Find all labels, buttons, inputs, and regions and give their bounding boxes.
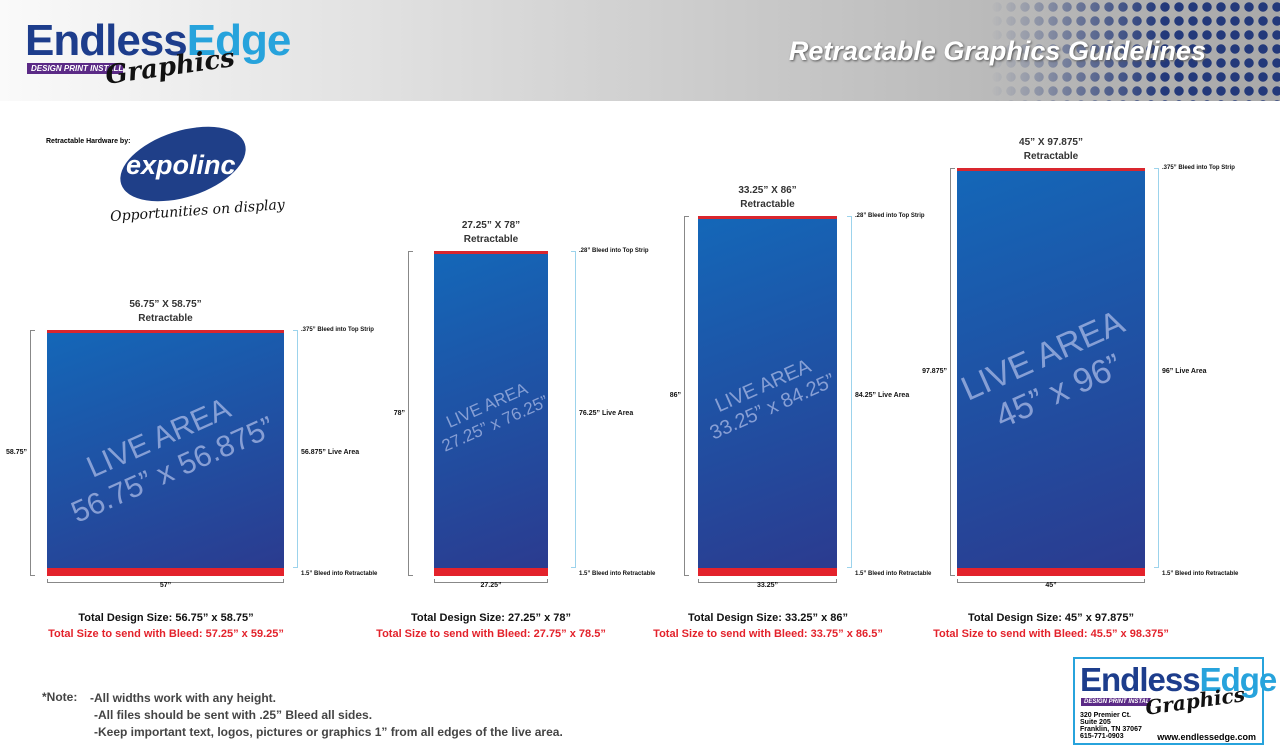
bleed-size: Total Size to send with Bleed: 33.75” x … <box>653 628 883 640</box>
bottom-note: 1.5” Bleed into Retractable <box>301 571 378 577</box>
address-line: 320 Premier Ct. <box>1080 712 1131 719</box>
panel-size: 27.25” X 78” <box>461 220 521 231</box>
logo-word: Endless <box>1080 661 1201 698</box>
note-line: -All files should be sent with .25” Blee… <box>94 708 373 722</box>
logo: EndlessEdge <box>25 16 292 66</box>
address-line: Suite 205 <box>1080 719 1111 726</box>
logo-word: Edge <box>186 16 292 65</box>
live-height: 84.25” Live Area <box>855 392 910 399</box>
dim-line <box>847 216 852 568</box>
height-label: 58.75” <box>5 449 27 456</box>
bleed-size: Total Size to send with Bleed: 27.75” x … <box>376 628 606 640</box>
panel-graphic <box>47 330 284 576</box>
dim-line <box>293 330 298 568</box>
height-label: 78” <box>393 409 405 417</box>
height-label: 97.875” <box>922 368 947 375</box>
design-size: Total Design Size: 27.25” x 78” <box>411 612 571 624</box>
live-height: 96” Live Area <box>1162 368 1207 375</box>
panel-kind: Retractable <box>138 313 193 324</box>
panel-graphic <box>957 168 1145 576</box>
logo-word: Edge <box>1199 661 1278 698</box>
logo-tagline: DESIGN PRINT INSTALL <box>1081 698 1153 706</box>
design-size: Total Design Size: 45” x 97.875” <box>967 612 1135 624</box>
width-label: 45” <box>1045 582 1057 589</box>
panel-kind: Retractable <box>463 234 519 245</box>
logo-word: Endless <box>25 16 188 65</box>
live-height: 76.25” Live Area <box>579 409 634 417</box>
panel-kind: Retractable <box>740 199 795 210</box>
top-note: .375” Bleed into Top Strip <box>1162 165 1235 171</box>
panel-size: 56.75” X 58.75” <box>129 299 202 310</box>
design-size: Total Design Size: 56.75” x 58.75” <box>78 612 254 624</box>
bottom-note: 1.5” Bleed into Retractable <box>855 571 932 577</box>
bleed-size: Total Size to send with Bleed: 57.25” x … <box>48 628 284 640</box>
design-size: Total Design Size: 33.25” x 86” <box>688 612 848 624</box>
height-label: 86” <box>669 392 681 399</box>
url: www.endlessedge.com <box>1157 732 1256 742</box>
width-label: 57” <box>159 582 172 589</box>
footer-logo-box: EndlessEdge DESIGN PRINT INSTALL Graphic… <box>1073 657 1277 745</box>
top-note: .375” Bleed into Top Strip <box>301 327 374 333</box>
address-line: 615-771-0903 <box>1080 733 1124 740</box>
logo-tagline: DESIGN PRINT INSTALL <box>27 63 123 74</box>
top-note: .28” Bleed into Top Strip <box>579 248 649 254</box>
top-note: .28” Bleed into Top Strip <box>855 213 925 219</box>
bleed-size: Total Size to send with Bleed: 45.5” x 9… <box>933 628 1169 640</box>
dim-line <box>47 579 284 583</box>
note-lines: -All widths work with any height. -All f… <box>90 690 563 741</box>
note-line: -Keep important text, logos, pictures or… <box>94 725 563 739</box>
dim-line <box>698 579 837 583</box>
dot-pattern <box>990 0 1280 101</box>
page-title: Retractable Graphics Guidelines <box>788 36 1206 66</box>
brand-name: expolinc <box>126 150 236 180</box>
bottom-note: 1.5” Bleed into Retractable <box>579 571 656 577</box>
note-label: *Note: <box>42 690 78 704</box>
dim-line <box>957 579 1145 583</box>
dim-line <box>1154 168 1159 568</box>
dim-line <box>571 251 576 568</box>
panel-size: 33.25” X 86” <box>738 185 797 196</box>
dim-line <box>30 330 35 576</box>
address: 320 Premier Ct. Suite 205 Franklin, TN 3… <box>1080 712 1142 740</box>
width-label: 27.25” <box>480 582 502 589</box>
dim-line <box>434 579 548 583</box>
note-line: -All widths work with any height. <box>90 691 277 705</box>
dim-line <box>408 251 413 576</box>
dim-line <box>950 168 955 576</box>
header: EndlessEdge DESIGN PRINT INSTALL Graphic… <box>0 0 1280 101</box>
brand-tagline: Opportunities on display <box>109 196 286 226</box>
hardware-label: Retractable Hardware by: <box>46 138 131 145</box>
panel-kind: Retractable <box>1023 151 1079 162</box>
logo: EndlessEdge <box>1080 661 1278 699</box>
live-height: 56.875” Live Area <box>301 449 360 456</box>
panel-graphic <box>434 251 548 576</box>
width-label: 33.25” <box>756 582 779 589</box>
panel-graphic <box>698 216 837 576</box>
dim-line <box>684 216 689 576</box>
panel-size: 45” X 97.875” <box>1019 137 1083 148</box>
address-line: Franklin, TN 37067 <box>1080 726 1142 733</box>
bottom-note: 1.5” Bleed into Retractable <box>1162 571 1239 577</box>
